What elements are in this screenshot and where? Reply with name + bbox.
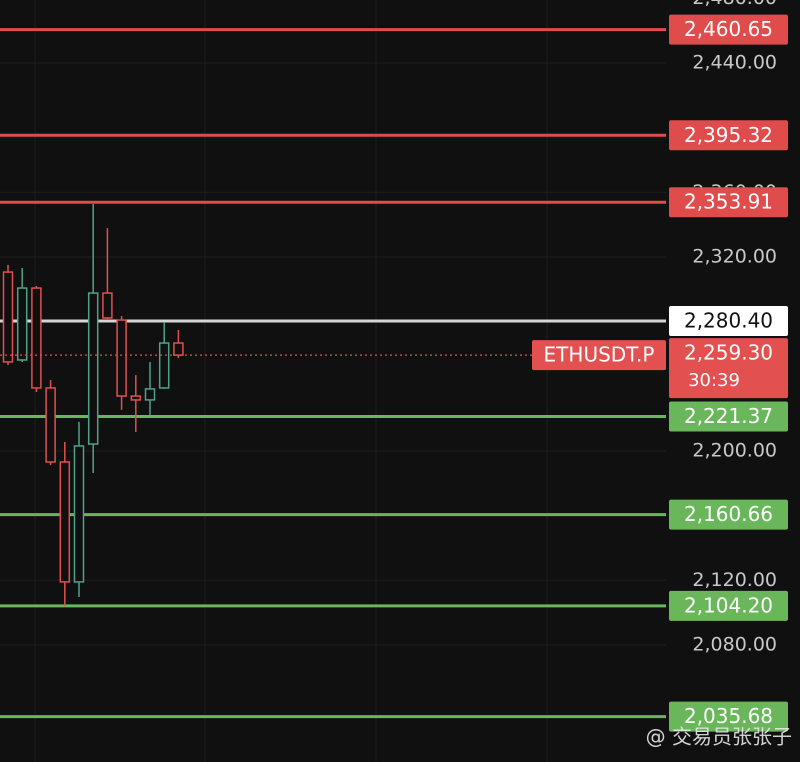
- last-price-label: 2,259.30: [684, 341, 773, 365]
- candle-body: [16, 287, 28, 361]
- y-tick-label: 2,320.00: [692, 246, 777, 268]
- level-label: 2,104.20: [684, 593, 773, 617]
- candle-body: [73, 445, 85, 583]
- countdown-label: 30:39: [688, 370, 740, 391]
- level-label-box: [669, 306, 788, 337]
- level-label: 2,035.68: [684, 704, 773, 728]
- y-tick-label: 2,120.00: [692, 569, 777, 591]
- level-label: 2,221.37: [684, 404, 773, 428]
- level-label: 2,280.40: [684, 309, 773, 333]
- level-label-box: [669, 590, 788, 621]
- y-tick-label: 2,200.00: [692, 439, 777, 461]
- candle-body: [2, 271, 14, 363]
- candle-body: [59, 461, 71, 583]
- level-label-box: [669, 187, 788, 218]
- candle-body: [144, 388, 156, 401]
- candle-body: [102, 292, 113, 319]
- level-label-box: [669, 401, 788, 432]
- symbol-box: [532, 340, 666, 371]
- level-label-box: [669, 499, 788, 530]
- last-price-box: [669, 338, 788, 399]
- candle-body: [173, 342, 184, 356]
- level-label-box: [669, 701, 788, 732]
- watermark: @ 交易员张张子: [646, 725, 792, 749]
- candle-body: [87, 292, 99, 445]
- candle-body: [31, 287, 42, 389]
- level-label: 2,395.32: [684, 123, 773, 147]
- candle-body: [130, 395, 142, 401]
- y-tick-label: 2,480.00: [692, 0, 777, 9]
- candle-body: [45, 387, 56, 463]
- y-tick-label: 2,440.00: [692, 52, 777, 74]
- level-label-box: [669, 120, 788, 151]
- level-label: 2,353.91: [684, 190, 773, 214]
- candle-body: [158, 342, 170, 389]
- level-label: 2,160.66: [684, 502, 773, 526]
- y-tick-label: 2,080.00: [692, 633, 777, 655]
- candle-body: [116, 319, 127, 397]
- symbol-label: ETHUSDT.P: [544, 343, 655, 367]
- level-label-box: [669, 14, 788, 45]
- level-label: 2,460.65: [684, 17, 773, 41]
- vertical-grid: [34, 0, 548, 762]
